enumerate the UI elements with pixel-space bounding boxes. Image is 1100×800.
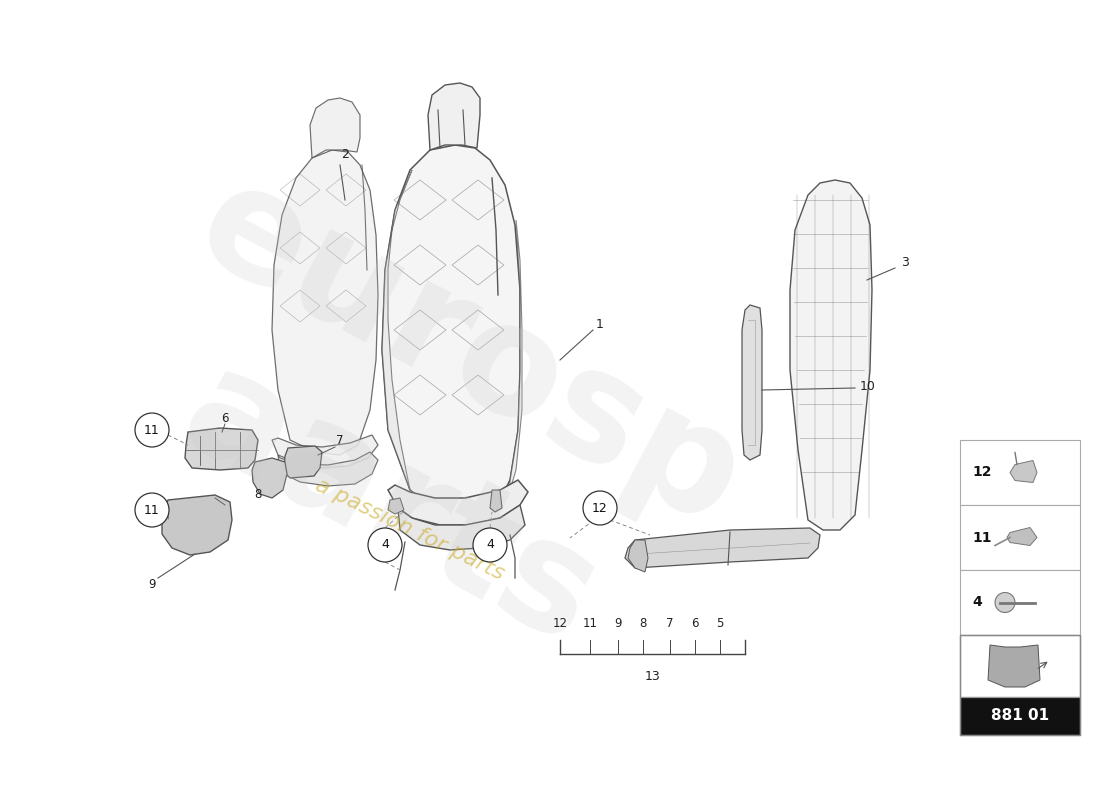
Circle shape (177, 507, 213, 543)
Text: 10: 10 (860, 379, 876, 393)
Polygon shape (490, 490, 502, 512)
Circle shape (135, 413, 169, 447)
Circle shape (368, 528, 402, 562)
Bar (960, 440, 1080, 505)
Polygon shape (625, 528, 820, 568)
Text: 2: 2 (341, 149, 349, 162)
Text: a passion for parts: a passion for parts (312, 475, 508, 585)
Text: 4: 4 (486, 538, 494, 551)
Text: 9: 9 (148, 578, 156, 590)
Text: 11: 11 (583, 617, 597, 630)
Polygon shape (388, 480, 528, 525)
Text: 5: 5 (716, 617, 724, 630)
Circle shape (996, 593, 1015, 613)
Polygon shape (278, 452, 378, 486)
Text: 7: 7 (337, 434, 343, 446)
Polygon shape (398, 505, 525, 550)
Polygon shape (1010, 461, 1037, 482)
Polygon shape (185, 428, 258, 470)
Text: 3: 3 (901, 255, 909, 269)
Polygon shape (272, 435, 378, 468)
Polygon shape (252, 458, 287, 498)
Bar (960, 505, 1080, 570)
Text: eurosp
aarts: eurosp aarts (92, 149, 767, 711)
Text: 6: 6 (221, 411, 229, 425)
Polygon shape (988, 645, 1040, 687)
Polygon shape (310, 98, 360, 158)
Text: 8: 8 (254, 489, 262, 502)
Text: 4: 4 (381, 538, 389, 551)
Text: 11: 11 (144, 503, 159, 517)
Text: 7: 7 (667, 617, 673, 630)
Text: 11: 11 (144, 423, 159, 437)
Bar (960, 635, 1080, 735)
Polygon shape (742, 305, 762, 460)
Polygon shape (388, 498, 404, 514)
Text: 8: 8 (639, 617, 647, 630)
Text: 12: 12 (972, 466, 991, 479)
Text: 12: 12 (592, 502, 608, 514)
Circle shape (473, 528, 507, 562)
Polygon shape (1006, 527, 1037, 546)
Text: 9: 9 (614, 617, 622, 630)
Polygon shape (272, 150, 378, 455)
Bar (960, 697, 1080, 735)
Text: 6: 6 (691, 617, 698, 630)
Circle shape (187, 517, 204, 533)
Polygon shape (284, 446, 322, 478)
Text: 13: 13 (645, 670, 660, 683)
Text: 1: 1 (596, 318, 604, 331)
Polygon shape (382, 170, 412, 490)
Text: 12: 12 (552, 617, 568, 630)
Text: 4: 4 (972, 595, 981, 610)
Polygon shape (790, 180, 872, 530)
Text: 11: 11 (972, 530, 991, 545)
Polygon shape (510, 220, 522, 490)
Polygon shape (382, 145, 520, 510)
Polygon shape (428, 83, 480, 150)
Circle shape (583, 491, 617, 525)
Bar (960, 635, 1080, 697)
Text: 881 01: 881 01 (991, 709, 1049, 723)
Circle shape (135, 493, 169, 527)
Polygon shape (628, 540, 648, 572)
Polygon shape (162, 495, 232, 555)
Bar (960, 570, 1080, 635)
